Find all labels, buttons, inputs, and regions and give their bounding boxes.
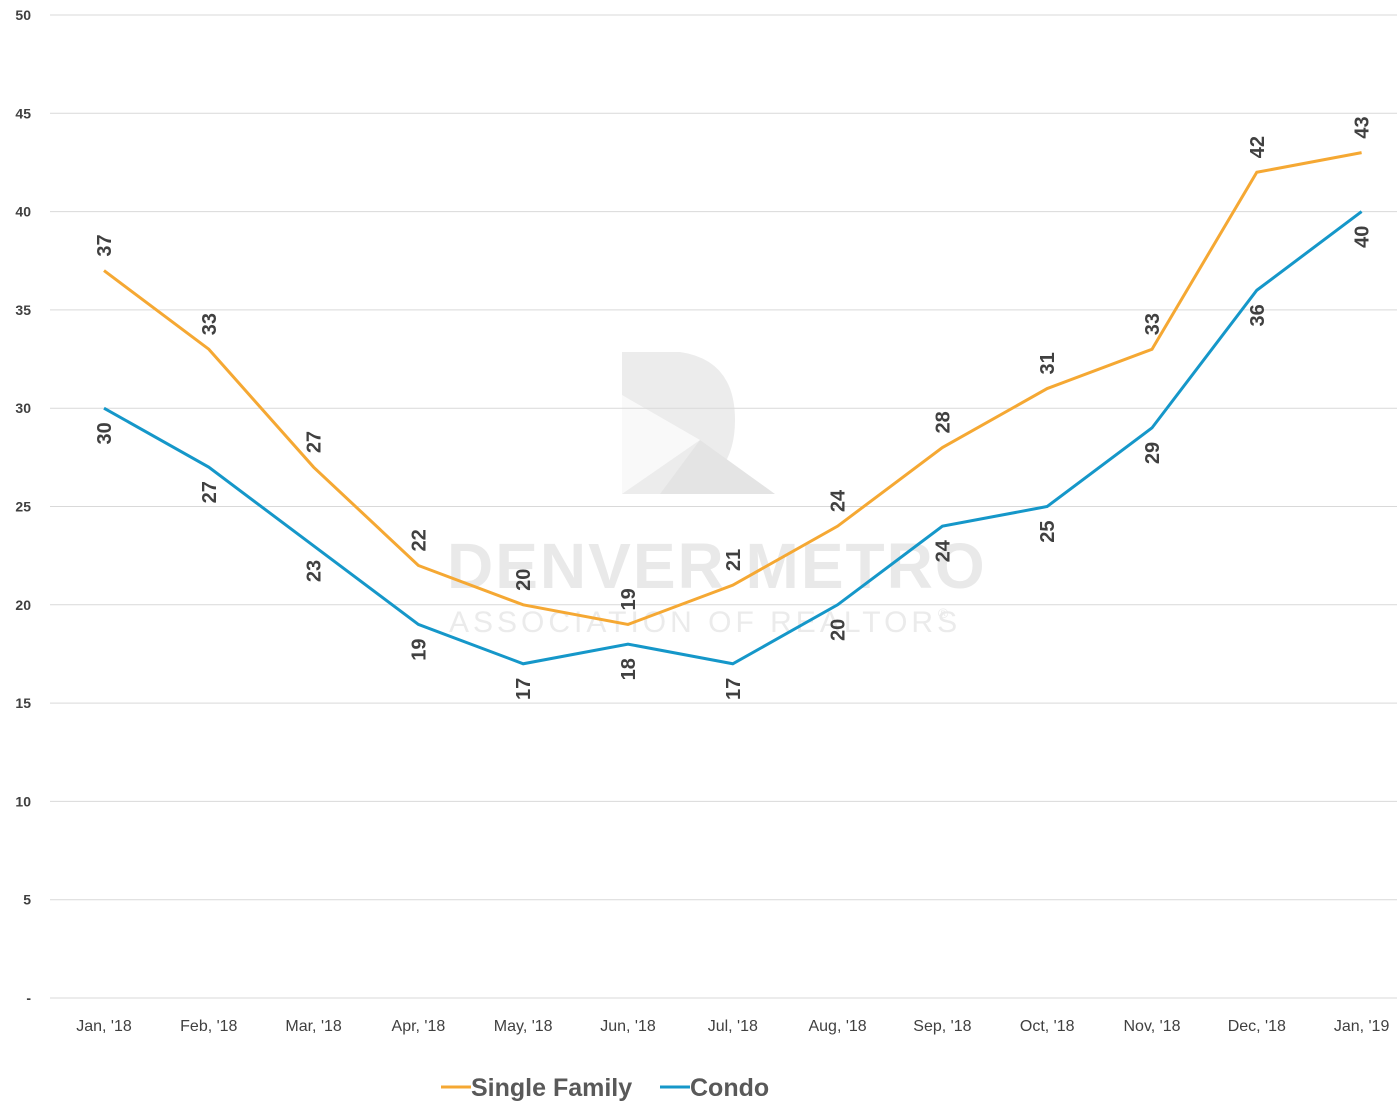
data-label-condo: 36 [1247, 304, 1269, 326]
legend: Single Family Condo [441, 1074, 769, 1102]
data-label-single-family: 21 [723, 549, 745, 571]
y-tick-label: 15 [15, 695, 31, 711]
data-label-condo: 18 [618, 658, 640, 680]
watermark: DENVER METRO ASSOCIATION OF REALTORS ® [447, 352, 985, 639]
x-tick-label: Jul, '18 [708, 1018, 758, 1035]
data-label-condo: 29 [1142, 442, 1164, 464]
x-tick-label: Feb, '18 [180, 1018, 237, 1035]
series-line-condo [103, 210, 1363, 666]
watermark-logo [622, 352, 775, 494]
x-tick-label: Nov, '18 [1123, 1018, 1180, 1035]
y-tick-label: 25 [15, 499, 31, 515]
x-tick-label: Jan, '19 [1334, 1018, 1390, 1035]
y-tick-label: 40 [15, 204, 31, 220]
data-label-single-family: 19 [618, 588, 640, 610]
x-tick-label: Aug, '18 [808, 1018, 866, 1035]
x-axis-ticks: Jan, '18 Feb, '18 Mar, '18 Apr, '18 May, '18… [76, 1018, 1389, 1035]
series-line-single-family [103, 151, 1362, 627]
data-label-condo: 20 [828, 619, 850, 641]
x-tick-label: Oct, '18 [1020, 1018, 1075, 1035]
y-tick-label: 50 [15, 7, 31, 23]
watermark-registered-mark: ® [938, 605, 952, 621]
y-axis-ticks: - 5 10 15 20 25 30 35 40 45 50 [15, 7, 31, 1006]
data-label-condo: 24 [932, 539, 954, 562]
grid [50, 14, 1397, 999]
x-tick-label: Sep, '18 [913, 1018, 971, 1035]
y-tick-label: 45 [15, 105, 31, 121]
data-label-condo: 25 [1037, 521, 1059, 543]
y-tick-label: 10 [15, 793, 31, 809]
data-label-single-family: 42 [1247, 136, 1269, 158]
data-label-condo: 30 [94, 422, 116, 444]
legend-label-condo: Condo [690, 1074, 769, 1102]
x-tick-label: May, '18 [494, 1018, 553, 1035]
data-label-condo: 40 [1352, 226, 1374, 248]
data-label-single-family: 33 [1142, 313, 1164, 335]
data-label-single-family: 22 [408, 529, 430, 551]
data-label-single-family: 33 [199, 313, 221, 335]
data-label-single-family: 31 [1037, 352, 1059, 374]
data-label-single-family: 20 [513, 569, 535, 591]
data-label-condo: 19 [408, 638, 430, 660]
x-tick-label: Apr, '18 [392, 1018, 446, 1035]
y-tick-label: 30 [15, 400, 31, 416]
watermark-subtitle: ASSOCIATION OF REALTORS [449, 606, 961, 639]
data-label-condo: 27 [199, 481, 221, 503]
x-tick-label: Jun, '18 [600, 1018, 656, 1035]
y-tick-label: 35 [15, 302, 31, 318]
data-label-single-family: 27 [304, 431, 326, 453]
data-label-condo: 17 [513, 678, 535, 700]
y-tick-label: - [26, 990, 31, 1006]
series-lines [103, 151, 1363, 666]
y-tick-label: 20 [15, 597, 31, 613]
data-label-condo: 23 [304, 560, 326, 582]
data-label-single-family: 28 [932, 411, 954, 433]
x-tick-label: Mar, '18 [285, 1018, 342, 1035]
data-label-single-family: 24 [828, 489, 850, 512]
data-label-condo: 17 [723, 678, 745, 700]
x-tick-label: Jan, '18 [76, 1018, 132, 1035]
y-tick-label: 5 [23, 892, 31, 908]
x-tick-label: Dec, '18 [1228, 1018, 1286, 1035]
legend-label-single-family: Single Family [471, 1074, 632, 1102]
data-label-single-family: 37 [94, 234, 116, 256]
data-label-single-family: 43 [1352, 116, 1374, 138]
data-labels: 37 33 27 22 20 19 21 24 28 31 33 42 43 30 27 23 19 17 18 17… [94, 116, 1374, 700]
